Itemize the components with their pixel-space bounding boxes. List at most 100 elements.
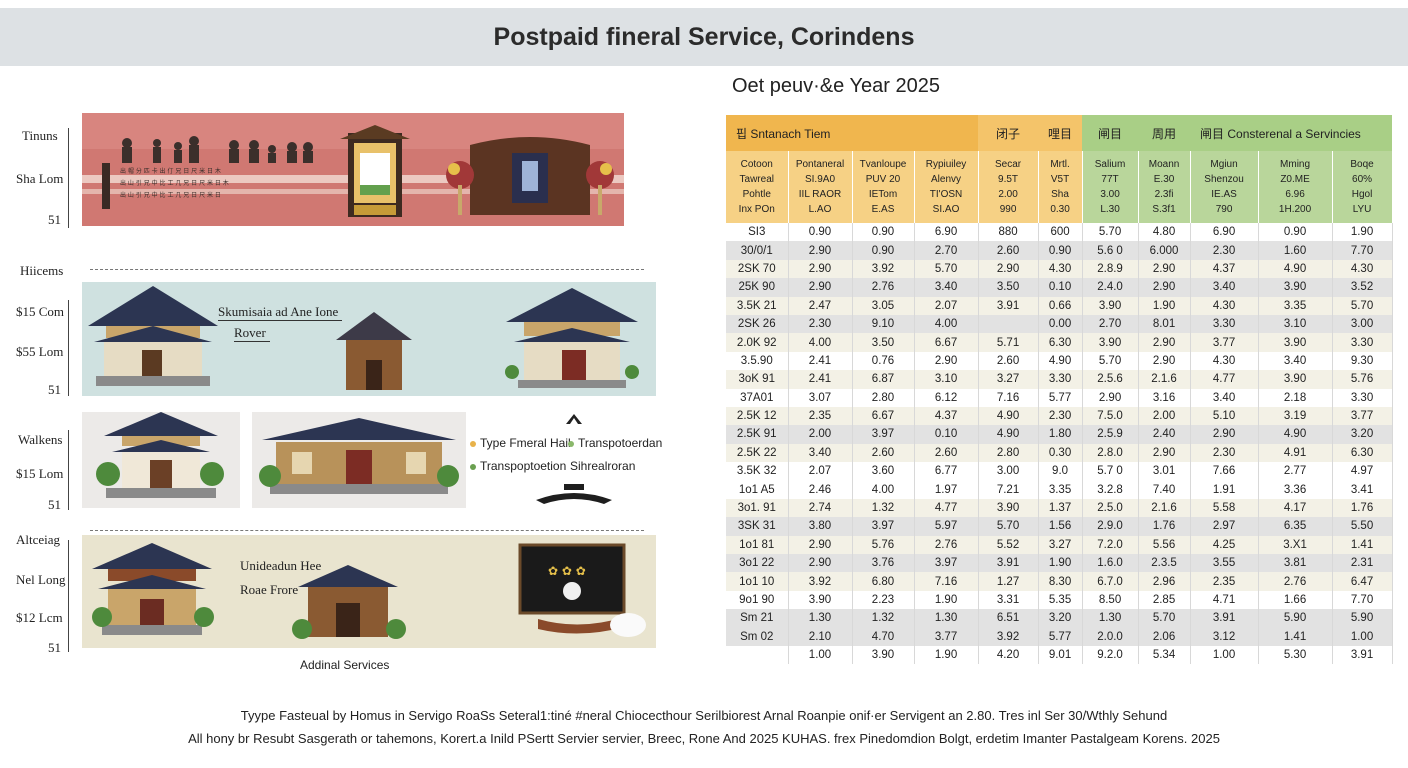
table-cell: 5.34 (1138, 645, 1191, 665)
table-cell: 3.30 (1038, 370, 1083, 389)
table-cell: 6.30 (1038, 333, 1083, 352)
table-cell: 1.6.0 (1082, 554, 1139, 573)
table-row: 3.5K 32 2.07 3.60 6.77 3.00 9.0 5.7 0 3.01 7.66 2… (726, 462, 1393, 481)
table-cell: 3.90 (1258, 278, 1333, 297)
table-cell: 1.76 (1138, 517, 1191, 536)
table-cell: 3.97 (852, 517, 915, 536)
illustration-caption: Addinal Services (300, 658, 390, 672)
band-4-label-1: Altceiag (16, 532, 61, 547)
table-cell: 2.90 (788, 554, 853, 573)
temple-panel (82, 282, 656, 396)
table-row: Sm 21 1.30 1.32 1.30 6.51 3.20 1.30 5.70 3.91 5.9… (726, 609, 1393, 628)
svg-text:出 山 引 兄 中 比 工 几 兄 日 尺 米 日: 出 山 引 兄 中 比 工 几 兄 日 尺 米 日 (120, 191, 221, 199)
table-cell: 2.90 (1138, 333, 1191, 352)
table-cell: 5.50 (1332, 517, 1393, 536)
table-cell: 2.1.6 (1138, 370, 1191, 389)
row-label-cell: 2SK 26 (726, 314, 789, 334)
row-label-cell: 2.5K 12 (726, 406, 789, 426)
table-cell: 3.76 (852, 554, 915, 573)
temple-illustration (88, 286, 639, 390)
table-cell: 4.30 (1038, 259, 1083, 279)
table-cell: 2.35 (788, 406, 853, 426)
row-label-cell: 1o1 10 (726, 572, 789, 591)
row-label-cell: 3o1. 91 (726, 498, 789, 518)
table-cell: 4.90 (1258, 425, 1333, 444)
table-cell: 2.60 (978, 351, 1039, 371)
table-row: 2.5K 22 3.40 2.60 2.60 2.80 0.30 2.8.0 2.90 2.30… (726, 443, 1393, 463)
table-cell: 5.35 (1038, 590, 1083, 610)
legend-item-2: Transpotoerdan (568, 436, 662, 450)
table-cell: 5.77 (1038, 388, 1083, 407)
band-1-label-2: Sha Lom (16, 171, 64, 186)
row-label-cell: 9o1 90 (726, 590, 789, 610)
table-row: 3.5.90 2.41 0.76 2.90 2.60 4.90 5.70 2.90 4.30 3.… (726, 351, 1393, 371)
table-cell: 3.97 (914, 554, 979, 573)
table-cell: 1.41 (1258, 627, 1333, 646)
table-cell: 0.90 (1258, 223, 1333, 242)
table-cell: 2.23 (852, 590, 915, 610)
table-cell: 2.10 (788, 627, 853, 646)
subheader-cell: Boqe 60% Hgol LYU (1332, 151, 1393, 223)
table-cell: 3.90 (978, 498, 1039, 518)
subheader-cell: Moann E.30 2.3fi S.3f1 (1138, 151, 1191, 223)
table-cell: 7.16 (978, 388, 1039, 407)
table-cell: 6.90 (914, 223, 979, 242)
table-cell: 5.70 (914, 259, 979, 279)
table-cell: 7.70 (1332, 590, 1393, 610)
band-4-axis (68, 540, 69, 652)
table-body: SI3 0.90 0.90 6.90 880 600 5.70 4.80 6.90 0.90 1.9… (726, 223, 1393, 665)
subheader-cell: Mgiun Shenzou IE.AS 790 (1190, 151, 1259, 223)
roof-icon (566, 414, 582, 424)
table-cell: 3.05 (852, 296, 915, 315)
table-cell: 4.30 (1190, 296, 1259, 315)
table-cell: 2.90 (788, 241, 853, 260)
table-cell: 4.17 (1258, 498, 1333, 518)
table-cell: 5.7 0 (1082, 462, 1139, 481)
table-cell: 0.00 (1038, 314, 1083, 334)
table-cell: 1.80 (1038, 425, 1083, 444)
band-3-label-2: $15 Lom (16, 466, 64, 481)
table-cell: 2.77 (1258, 462, 1333, 481)
table-cell: 5.77 (1038, 627, 1083, 646)
ceremony-banner: 出 帽 分 匹 卡 出 仃 兄 日 尺 米 日 木 出 山 引 兄 中 比 工 … (82, 113, 624, 226)
table-cell: 3.00 (1332, 314, 1393, 334)
table-cell: 4.20 (978, 645, 1039, 665)
table-cell: 0.30 (1038, 443, 1083, 463)
table-cell: 1.56 (1038, 517, 1083, 536)
table-title: Oet peuv·&e Year 2025 (732, 75, 940, 97)
table-cell: 3.90 (852, 645, 915, 665)
table-cell: 2.90 (1138, 351, 1191, 371)
table-cell: 0.90 (852, 223, 915, 242)
table-cell: 6.67 (914, 333, 979, 352)
table-cell: 4.25 (1190, 535, 1259, 555)
table-cell: 2.90 (1082, 388, 1139, 407)
table-cell: 6.51 (978, 609, 1039, 628)
table-cell: 3.20 (1332, 425, 1393, 444)
table-cell: 3.92 (978, 627, 1039, 646)
table-cell: 2.30 (1038, 406, 1083, 426)
table-cell: 1.32 (852, 498, 915, 518)
table-cell: 4.00 (852, 480, 915, 499)
table-cell: 4.77 (914, 498, 979, 518)
table-cell: 3.35 (1258, 296, 1333, 315)
table-cell: 2.5.9 (1082, 425, 1139, 444)
svg-text:出 山 引 兄 中 比 工 几 兄 日 尺 米 日 木: 出 山 引 兄 中 比 工 几 兄 日 尺 米 日 木 (120, 179, 229, 187)
table-cell: 2.41 (788, 351, 853, 371)
table-cell: 3.40 (1190, 278, 1259, 297)
subheader-cell: Secar 9.5T 2.00 990 (978, 151, 1039, 223)
pagoda-roof-icon (536, 484, 612, 504)
legend-dot-orange (470, 440, 476, 447)
table-cell: 4.90 (1258, 259, 1333, 279)
table-cell: 3.35 (1038, 480, 1083, 499)
table-cell: 3.77 (1332, 406, 1393, 426)
table-cell: 3.91 (978, 554, 1039, 573)
band-2-label-1: Hiicems (20, 263, 64, 278)
row-label-cell: Sm 02 (726, 627, 789, 646)
table-cell: 3.81 (1258, 554, 1333, 573)
table-cell: 1.91 (1190, 480, 1259, 499)
table-cell: 4.37 (1190, 259, 1259, 279)
table-cell: 5.30 (1258, 645, 1333, 665)
table-cell: 3.50 (978, 278, 1039, 297)
table-cell: 3.07 (788, 388, 853, 407)
table-cell: 7.2.0 (1082, 535, 1139, 555)
